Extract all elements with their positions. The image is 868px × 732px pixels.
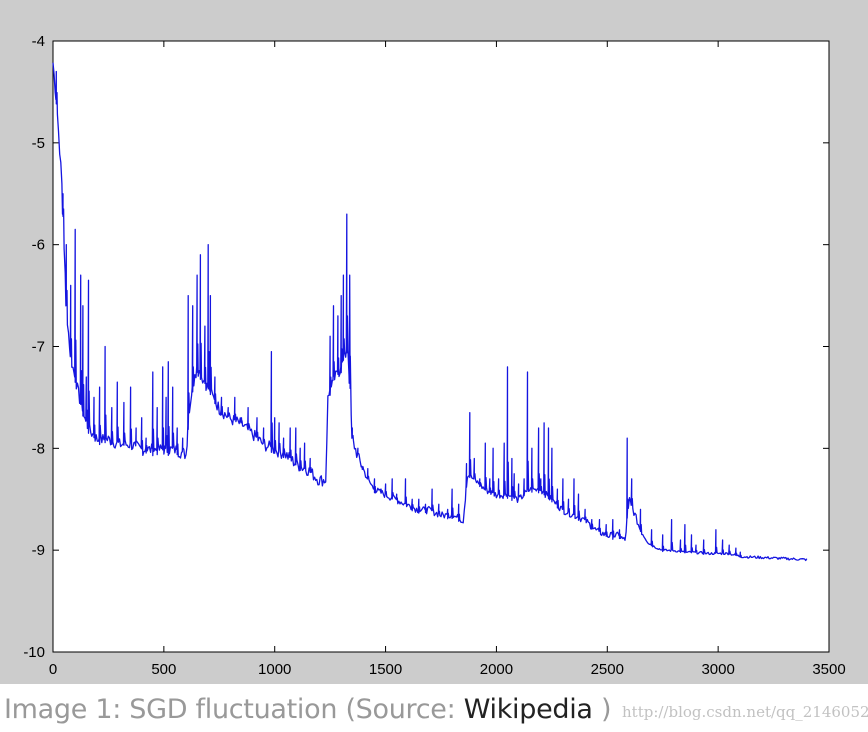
caption-text: Image 1: SGD fluctuation (Source: — [4, 694, 464, 725]
y-tick-label: -10 — [23, 644, 45, 661]
y-tick-label: -7 — [32, 339, 45, 356]
x-tick-label: 3500 — [812, 661, 845, 678]
x-tick-label: 1000 — [258, 661, 291, 678]
image-caption: Image 1: SGD fluctuation (Source: Wikipe… — [4, 694, 612, 725]
line-chart: 0 500 1000 1500 2000 2500 3000 3500 -4-5-6-7-8-… — [23, 33, 846, 678]
series-line — [52, 62, 808, 562]
y-tick-label: -4 — [32, 33, 45, 50]
caption-link[interactable]: Wikipedia — [463, 694, 593, 725]
y-axis-tick-labels: -4 -5 -6 -7 -8 -9 -10 — [23, 33, 45, 661]
figure-window: 0 500 1000 1500 2000 2500 3000 3500 -4 -5 -6 -7 -8-… — [0, 0, 868, 684]
x-tick-label: 1500 — [369, 661, 402, 678]
y-tick-label: -8 — [32, 440, 45, 457]
y-tick-label: -6 — [32, 237, 45, 254]
y-tick-label: -9 — [32, 542, 45, 559]
y-tick-label: -5 — [32, 135, 45, 152]
caption-suffix: ) — [592, 694, 612, 725]
x-tick-label: 0 — [49, 661, 57, 678]
axis-ticks — [52, 40, 830, 653]
x-tick-label: 2500 — [591, 661, 624, 678]
x-tick-label: 3000 — [701, 661, 734, 678]
x-tick-label: 500 — [151, 661, 176, 678]
x-axis-tick-labels: 0 500 1000 1500 2000 2500 3000 3500 — [49, 661, 846, 678]
x-tick-label: 2000 — [480, 661, 513, 678]
watermark: http://blog.csdn.net/qq_21460525 — [622, 703, 868, 721]
plot-area — [52, 40, 830, 653]
